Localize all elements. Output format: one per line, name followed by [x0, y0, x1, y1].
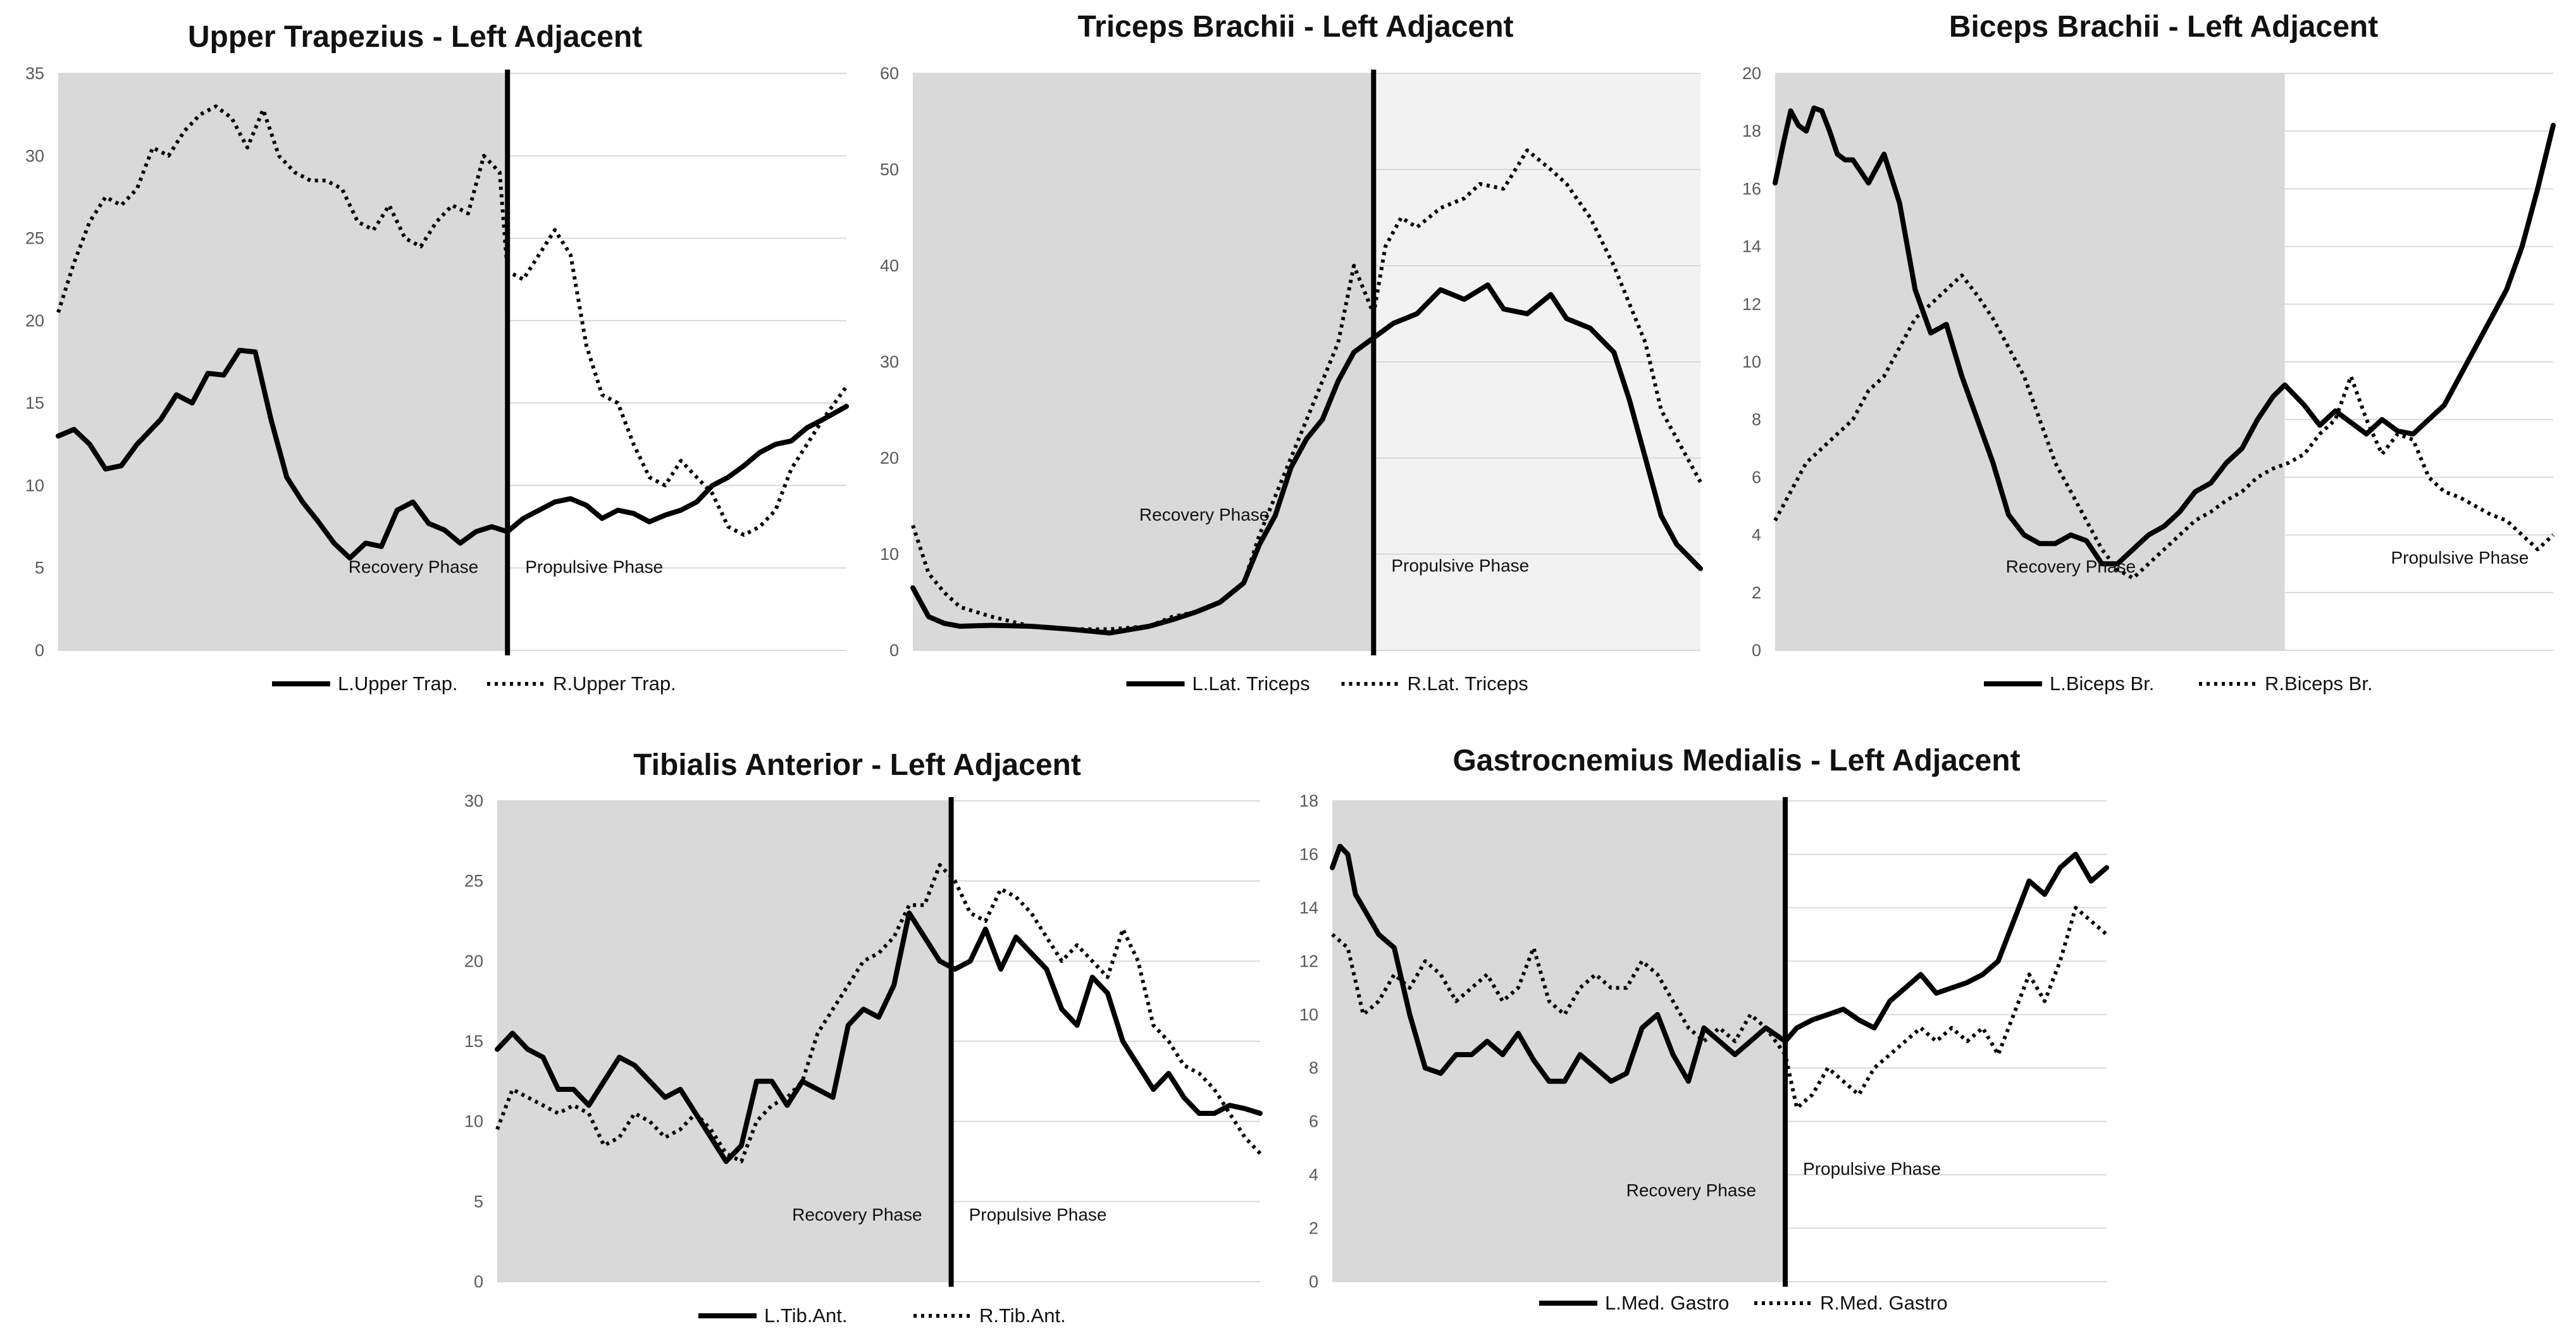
y-tick-label: 25 — [25, 229, 44, 248]
y-tick-label: 14 — [1299, 898, 1318, 917]
y-tick-label: 12 — [1742, 295, 1761, 314]
series-line-left — [910, 282, 1703, 636]
series-line-left — [495, 910, 1263, 1164]
legend-label: R.Biceps Br. — [2265, 672, 2373, 695]
legend: L.Tib.Ant. R.Tib.Ant. — [698, 1304, 1066, 1327]
y-tick-label: 6 — [1752, 467, 1761, 486]
recovery-phase-label: Recovery Phase — [792, 1205, 922, 1225]
series-line-right — [56, 104, 848, 537]
y-tick-label: 35 — [25, 64, 44, 83]
y-tick-label: 16 — [1299, 845, 1318, 864]
y-tick-label: 16 — [1742, 179, 1761, 198]
y-tick-label: 6 — [1309, 1112, 1318, 1131]
y-tick-label: 5 — [35, 559, 44, 578]
y-tick-label: 30 — [464, 791, 483, 810]
legend-label: R.Med. Gastro — [1820, 1292, 1948, 1314]
y-tick-label: 10 — [880, 545, 899, 564]
legend-label: L.Med. Gastro — [1605, 1292, 1729, 1314]
series-line-right — [495, 863, 1262, 1163]
series-line-right — [1773, 273, 2555, 580]
chart-title: Triceps Brachii - Left Adjacent — [1077, 10, 1513, 44]
recovery-phase-label: Recovery Phase — [1139, 505, 1269, 524]
chart-tibialis-anterior: 0 5 10 15 20 25 30 Tibialis Anterior - Left Adj… — [464, 748, 1263, 1327]
y-tick-label: 20 — [1742, 64, 1761, 83]
recovery-phase-shading — [58, 73, 508, 650]
propulsive-phase-label: Propulsive Phase — [525, 557, 663, 577]
y-tick-label: 0 — [1309, 1272, 1318, 1291]
y-tick-label: 8 — [1309, 1058, 1318, 1077]
legend: L.Med. Gastro R.Med. Gastro — [1539, 1292, 1948, 1314]
series-line-left — [1330, 843, 2109, 1084]
legend-label: R.Lat. Triceps — [1408, 672, 1528, 695]
y-tick-label: 30 — [25, 146, 44, 165]
y-tick-label: 50 — [880, 160, 899, 179]
chart-upper-trapezius: 0 5 10 15 20 25 30 35 Upper Trapezius - Left Adj… — [25, 20, 849, 695]
y-tick-label: 2 — [1309, 1219, 1318, 1238]
y-tick-label: 2 — [1752, 583, 1761, 602]
propulsive-phase-label: Propulsive Phase — [1391, 555, 1529, 575]
recovery-phase-label: Recovery Phase — [1626, 1180, 1756, 1200]
y-tick-label: 4 — [1309, 1165, 1318, 1184]
y-tick-label: 30 — [880, 352, 899, 371]
y-tick-label: 4 — [1752, 526, 1761, 545]
legend-label: L.Lat. Triceps — [1192, 672, 1310, 695]
y-tick-label: 0 — [35, 641, 44, 660]
series-line-left — [1773, 105, 2556, 567]
chart-title: Tibialis Anterior - Left Adjacent — [633, 748, 1081, 782]
chart-title: Gastrocnemius Medialis - Left Adjacent — [1452, 744, 2020, 777]
y-tick-label: 5 — [474, 1192, 483, 1211]
y-tick-label: 15 — [25, 393, 44, 412]
y-tick-label: 0 — [474, 1272, 483, 1291]
y-tick-label: 12 — [1299, 951, 1318, 970]
y-tick-label: 60 — [880, 64, 899, 83]
y-tick-label: 0 — [889, 641, 899, 660]
recovery-phase-shading — [1332, 801, 1786, 1282]
y-tick-label: 10 — [1742, 352, 1761, 371]
chart-title: Upper Trapezius - Left Adjacent — [188, 20, 642, 54]
recovery-phase-label: Recovery Phase — [349, 557, 478, 577]
recovery-phase-label: Recovery Phase — [2006, 557, 2136, 576]
y-tick-label: 0 — [1752, 641, 1761, 660]
y-tick-label: 14 — [1742, 237, 1761, 256]
y-tick-label: 10 — [464, 1112, 483, 1131]
propulsive-phase-label: Propulsive Phase — [1803, 1159, 1941, 1179]
legend-label: R.Tib.Ant. — [979, 1304, 1066, 1327]
y-tick-label: 10 — [1299, 1005, 1318, 1024]
chart-triceps-brachii: 0 10 20 30 40 50 60 Triceps Brachii - Left Adja… — [880, 10, 1703, 695]
legend: L.Biceps Br. R.Biceps Br. — [1984, 672, 2373, 695]
y-tick-label: 20 — [464, 951, 483, 970]
y-tick-label: 20 — [25, 311, 44, 330]
legend: L.Upper Trap. R.Upper Trap. — [272, 672, 676, 695]
y-tick-label: 25 — [464, 872, 483, 891]
y-tick-label: 18 — [1299, 791, 1318, 810]
legend-label: R.Upper Trap. — [553, 672, 676, 695]
chart-biceps-brachii: 0 2 4 6 8 10 12 14 16 18 20 Biceps Brachii - Left A… — [1742, 10, 2556, 695]
legend: L.Lat. Triceps R.Lat. Triceps — [1126, 672, 1528, 695]
propulsive-phase-label: Propulsive Phase — [2391, 548, 2529, 567]
y-tick-label: 10 — [25, 476, 44, 495]
chart-title: Biceps Brachii - Left Adjacent — [1949, 10, 2378, 44]
y-tick-label: 20 — [880, 449, 899, 467]
chart-gastrocnemius-medialis: 0 2 4 6 8 10 12 14 16 18 Gastrocnemius Medialis - … — [1299, 744, 2109, 1314]
series-line-left — [56, 347, 849, 561]
legend-label: L.Upper Trap. — [338, 672, 458, 695]
y-tick-label: 40 — [880, 256, 899, 275]
series-line-right — [911, 148, 1702, 631]
y-tick-label: 18 — [1742, 121, 1761, 140]
legend-label: L.Tib.Ant. — [764, 1304, 848, 1327]
y-tick-label: 8 — [1752, 410, 1761, 429]
legend-label: L.Biceps Br. — [2050, 672, 2154, 695]
propulsive-phase-label: Propulsive Phase — [969, 1205, 1107, 1225]
y-tick-label: 15 — [464, 1032, 483, 1051]
